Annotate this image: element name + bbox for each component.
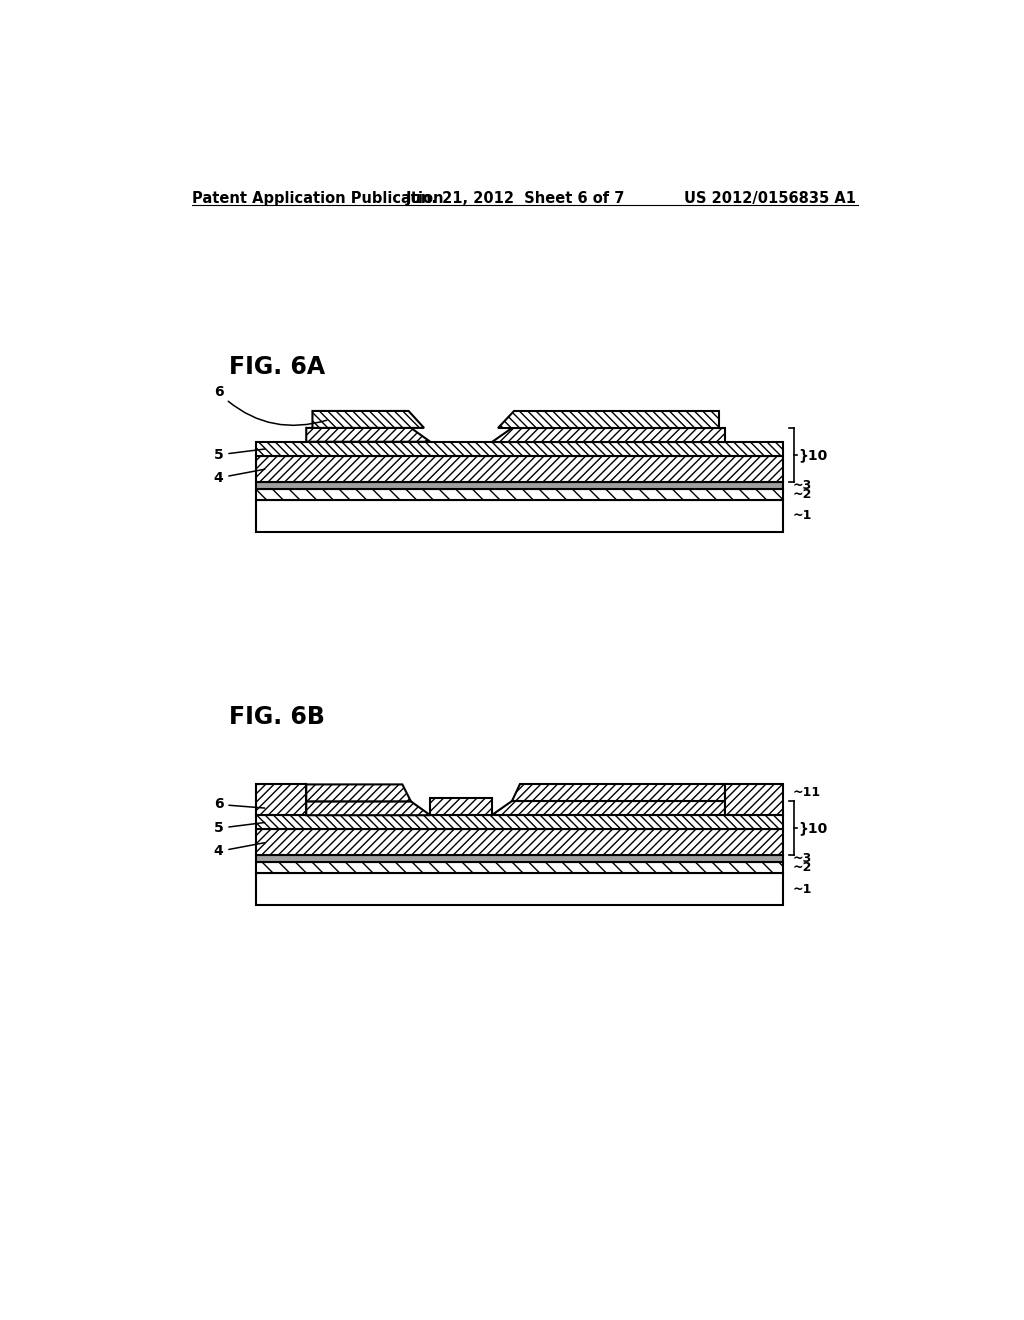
Text: ~1: ~1 [793, 883, 812, 896]
Text: US 2012/0156835 A1: US 2012/0156835 A1 [684, 191, 856, 206]
Text: 5: 5 [214, 821, 265, 836]
Bar [256, 829, 783, 855]
Text: ~3: ~3 [793, 479, 812, 492]
Bar [256, 442, 783, 455]
Text: }10: }10 [799, 447, 827, 462]
Text: ~3: ~3 [793, 853, 812, 865]
Text: FIG. 6B: FIG. 6B [228, 705, 325, 729]
Polygon shape [725, 784, 783, 816]
Polygon shape [493, 801, 725, 816]
Text: Jun. 21, 2012  Sheet 6 of 7: Jun. 21, 2012 Sheet 6 of 7 [406, 191, 625, 206]
Text: ~2: ~2 [793, 487, 812, 500]
Polygon shape [430, 799, 493, 816]
Polygon shape [493, 428, 725, 442]
Polygon shape [306, 428, 430, 442]
Bar [256, 455, 783, 482]
Polygon shape [306, 801, 430, 816]
Text: }10: }10 [799, 821, 827, 836]
Text: ~2: ~2 [793, 861, 812, 874]
Text: ~1: ~1 [793, 510, 812, 523]
Text: 5: 5 [214, 447, 265, 462]
Text: 4: 4 [214, 469, 265, 484]
Polygon shape [312, 411, 424, 428]
Text: 4: 4 [214, 842, 265, 858]
Polygon shape [256, 784, 306, 816]
Text: 6: 6 [214, 797, 265, 812]
Bar [256, 488, 783, 499]
Text: ~11: ~11 [793, 787, 821, 800]
Bar [256, 482, 783, 488]
Text: 6: 6 [214, 385, 327, 425]
Bar [256, 499, 783, 532]
Polygon shape [306, 784, 411, 801]
Polygon shape [512, 784, 725, 801]
Text: Patent Application Publication: Patent Application Publication [191, 191, 443, 206]
Bar [256, 816, 783, 829]
Bar [256, 873, 783, 906]
Bar [256, 855, 783, 862]
Bar [256, 862, 783, 873]
Text: FIG. 6A: FIG. 6A [228, 355, 325, 379]
Polygon shape [499, 411, 719, 428]
